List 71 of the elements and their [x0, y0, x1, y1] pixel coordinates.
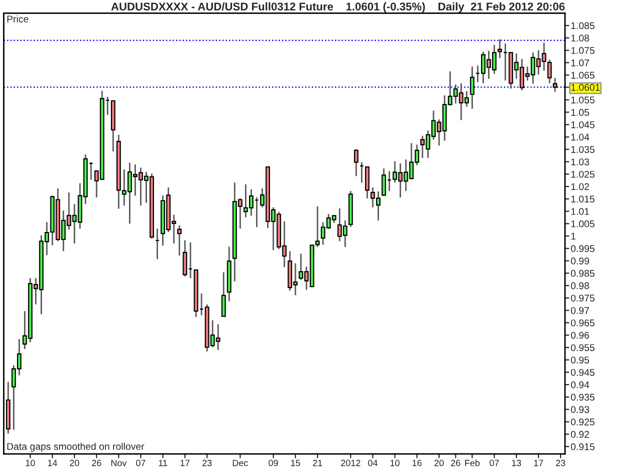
- y-tick-label: 1.025: [571, 170, 594, 178]
- candlestick: [470, 66, 474, 110]
- chart-title: AUDUSDXXXX - AUD/USD Full0312 Future 1.0601 (-0.35%) Daily 21 Feb 2012 20:06: [111, 2, 565, 13]
- x-tick-label: 17: [534, 460, 544, 466]
- y-tick-label: 0.985: [570, 270, 594, 277]
- x-tick-label: 07: [136, 460, 146, 466]
- x-tick-label: 20: [434, 460, 444, 466]
- x-tick-label: 11: [158, 460, 168, 466]
- y-tick-label: 0.99: [570, 258, 590, 264]
- x-tick-label: 23: [556, 460, 566, 466]
- x-tick-label: 17: [180, 460, 190, 466]
- y-tick-label: 0.925: [570, 418, 594, 426]
- x-tick-label: 09: [268, 460, 278, 466]
- x-tick-label: 23: [202, 460, 212, 466]
- x-tick-label: 21: [312, 460, 322, 466]
- x-tick-label: 20: [70, 460, 80, 466]
- x-tick-label: 2012: [341, 460, 360, 466]
- candlestick: [182, 240, 188, 278]
- y-tick-label: 1.005: [571, 220, 594, 228]
- y-tick-label: 0.955: [570, 344, 594, 352]
- x-tick-label: Dec: [232, 460, 248, 466]
- x-tick-label: 26: [92, 460, 102, 466]
- y-tick-label: 1.0601: [571, 84, 600, 91]
- y-tick-label: 0.93: [570, 406, 590, 414]
- y-tick-label: 0.995: [570, 245, 594, 252]
- x-tick-label: 04: [368, 460, 378, 466]
- y-tick-label: 1.08: [571, 34, 590, 42]
- x-tick-label: 13: [512, 460, 522, 466]
- y-tick-label: 1.03: [571, 158, 590, 166]
- y-tick-label: 0.945: [570, 368, 594, 376]
- y-tick-label: 0.96: [570, 332, 590, 339]
- y-tick-label: 1.035: [571, 146, 594, 153]
- y-tick-label: 1: [571, 232, 576, 240]
- candlestick: [221, 272, 226, 317]
- x-tick-label: 15: [291, 460, 300, 466]
- x-tick-label: Nov: [111, 460, 127, 466]
- y-tick-label: 1.065: [571, 72, 594, 79]
- y-tick-label: 1.07: [571, 59, 589, 66]
- candlestick: [552, 77, 558, 93]
- x-tick-label: Feb: [465, 460, 480, 466]
- x-tick-label: 14: [48, 460, 58, 466]
- y-tick-label: 0.975: [570, 294, 594, 302]
- y-tick-label: 0.92: [570, 430, 589, 438]
- candlestick: [177, 224, 182, 256]
- candlestick: [547, 59, 552, 84]
- y-tick-label: 1.05: [571, 108, 590, 116]
- y-tick-label: 0.965: [570, 319, 594, 326]
- y-tick-label: 1.045: [571, 121, 594, 128]
- candlestick: [365, 166, 370, 200]
- x-tick-label: 26: [451, 460, 460, 466]
- y-tick-label: 1.075: [571, 47, 594, 54]
- y-tick-label: 1.04: [571, 134, 590, 141]
- y-axis-title: Price: [7, 15, 28, 22]
- y-tick-label: 0.94: [570, 381, 590, 388]
- y-tick-label: 1.01: [571, 208, 590, 215]
- candlestick: [498, 38, 502, 59]
- candlestick: [354, 148, 358, 177]
- y-tick-label: 0.97: [570, 307, 589, 314]
- x-tick-label: 07: [490, 460, 499, 466]
- x-tick-label: 16: [412, 460, 422, 466]
- y-tick-label: 0.915: [570, 443, 594, 450]
- y-tick-label: 0.935: [570, 394, 594, 401]
- y-tick-label: 1.02: [571, 183, 589, 190]
- y-tick-label: 1.085: [571, 22, 594, 30]
- x-tick-label: 10: [26, 460, 35, 466]
- y-tick-label: 1.015: [571, 196, 594, 203]
- y-tick-label: 0.95: [570, 356, 590, 364]
- annotation: Data gaps smoothed on rollover: [7, 442, 144, 452]
- y-tick-label: 1.055: [571, 96, 594, 104]
- y-tick-label: 0.98: [570, 282, 590, 290]
- x-tick-label: 10: [390, 460, 400, 466]
